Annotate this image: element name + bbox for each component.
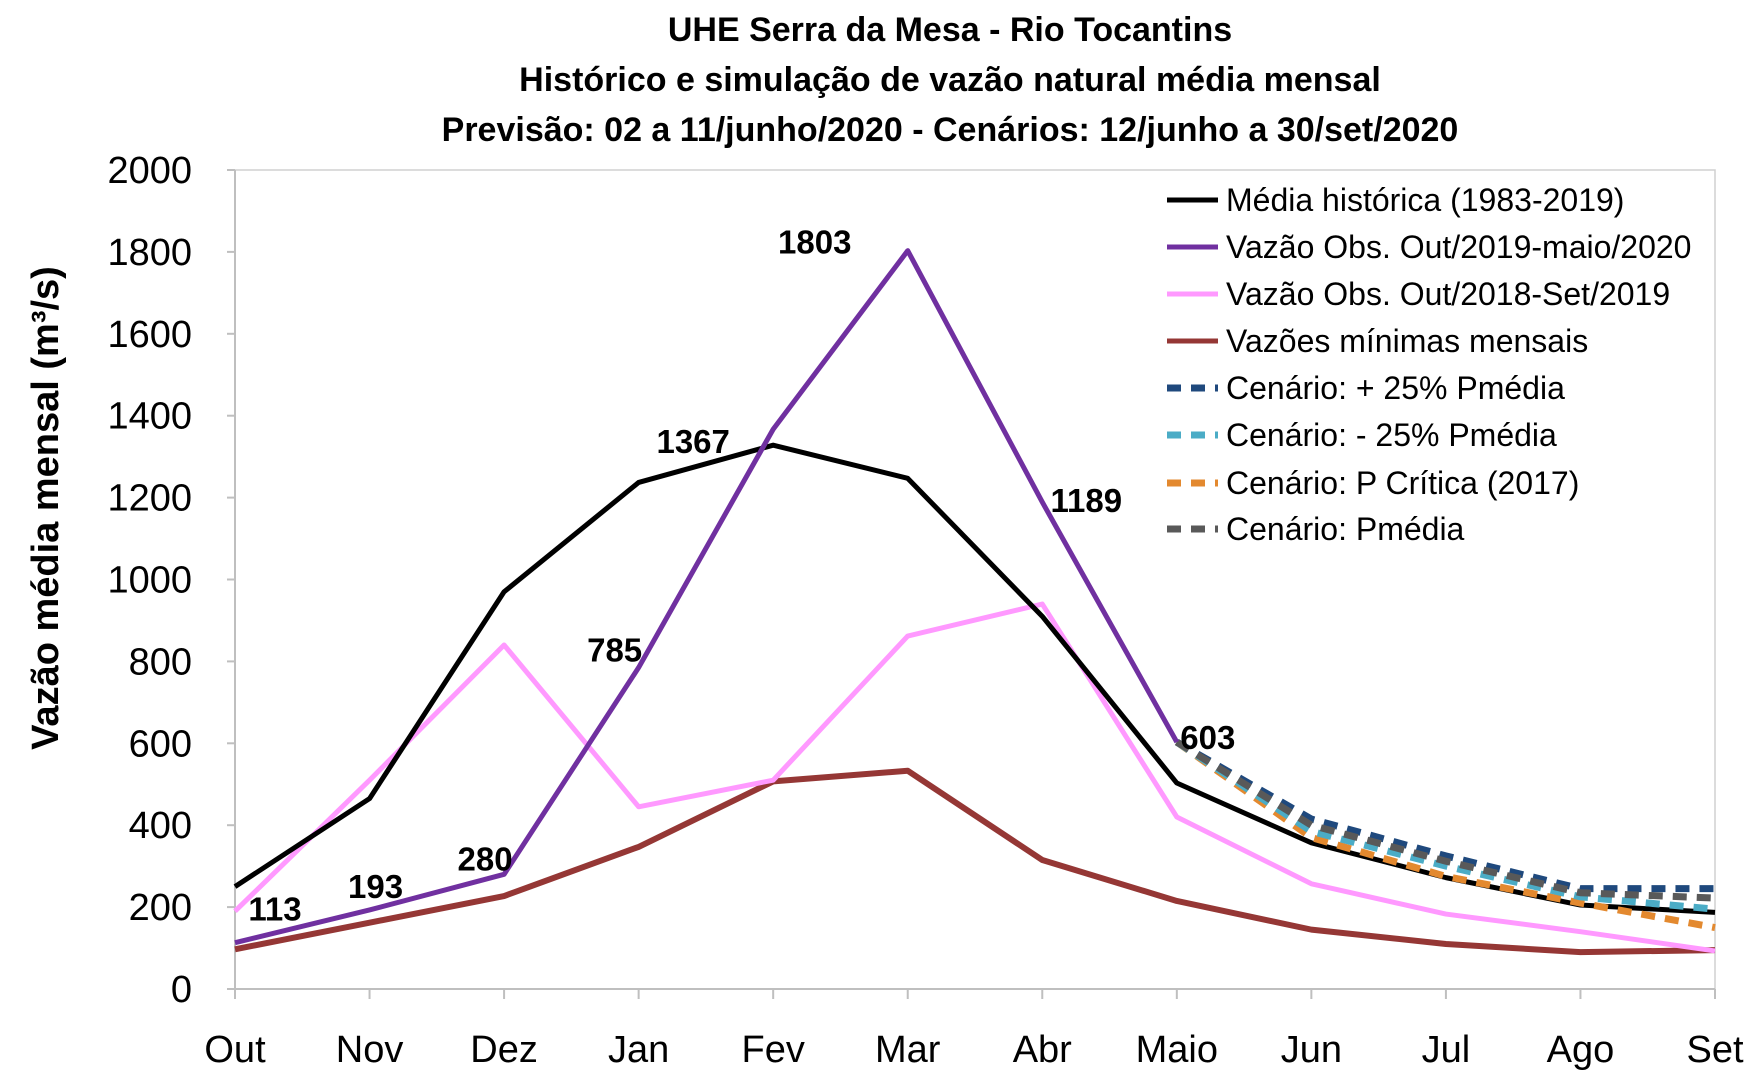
legend-entry: Vazão Obs. Out/2019-maio/2020 <box>1226 229 1691 265</box>
y-tick-label: 1800 <box>107 232 192 274</box>
series-line-3 <box>234 767 1716 956</box>
x-tick-label: Jun <box>1281 1029 1342 1071</box>
y-tick-label: 2000 <box>107 150 192 192</box>
data-label: 1803 <box>778 224 851 261</box>
x-tick-label: Nov <box>336 1029 404 1071</box>
y-tick-label: 800 <box>129 641 192 683</box>
x-tick-label: Jan <box>608 1029 669 1071</box>
x-tick-label: Ago <box>1547 1029 1615 1071</box>
legend-entry: Cenário: - 25% Pmédia <box>1226 417 1557 453</box>
legend-entry: Vazões mínimas mensais <box>1226 323 1588 359</box>
series-line-0 <box>233 442 1716 915</box>
y-tick-label: 0 <box>171 969 192 1011</box>
data-label: 785 <box>587 632 642 669</box>
legend-entry: Cenário: + 25% Pmédia <box>1226 370 1565 406</box>
y-axis-label: Vazão média mensal (m³/s) <box>25 266 67 750</box>
series-line-1 <box>234 248 1179 946</box>
y-tick-label: 1600 <box>107 314 192 356</box>
x-tick-label: Abr <box>1013 1029 1072 1071</box>
legend-entry: Vazão Obs. Out/2018-Set/2019 <box>1226 276 1670 312</box>
data-label: 1367 <box>656 423 729 460</box>
y-tick-label: 200 <box>129 887 192 929</box>
y-tick-label: 600 <box>129 723 192 765</box>
x-tick-label: Fev <box>742 1029 805 1071</box>
data-label: 113 <box>248 891 301 928</box>
data-label: 193 <box>348 868 403 905</box>
x-tick-label: Out <box>204 1029 266 1071</box>
chart-title-line-2: Histórico e simulação de vazão natural m… <box>519 61 1381 99</box>
y-tick-label: 1000 <box>107 560 192 602</box>
series-line-5 <box>1174 739 1716 913</box>
x-tick-label: Maio <box>1136 1029 1218 1071</box>
y-tick-label: 1400 <box>107 396 192 438</box>
legend-entry: Cenário: Pmédia <box>1226 511 1465 547</box>
data-label: 280 <box>458 840 513 877</box>
legend-entry: Cenário: P Crítica (2017) <box>1226 465 1579 501</box>
series-line-2 <box>233 601 1716 954</box>
y-tick-label: 1200 <box>107 478 192 520</box>
series-line-7 <box>1174 739 1716 902</box>
x-tick-label: Jul <box>1422 1029 1471 1071</box>
data-label: 603 <box>1180 719 1235 756</box>
chart-title-line-3: Previsão: 02 a 11/junho/2020 - Cenários:… <box>442 111 1459 149</box>
x-tick-label: Mar <box>875 1029 941 1071</box>
legend-entry: Média histórica (1983-2019) <box>1226 182 1624 218</box>
data-label: 1189 <box>1050 482 1122 519</box>
x-tick-label: Set <box>1686 1029 1743 1071</box>
chart-title-line-1: UHE Serra da Mesa - Rio Tocantins <box>668 11 1232 49</box>
x-tick-label: Dez <box>470 1029 538 1071</box>
y-tick-label: 400 <box>129 805 192 847</box>
